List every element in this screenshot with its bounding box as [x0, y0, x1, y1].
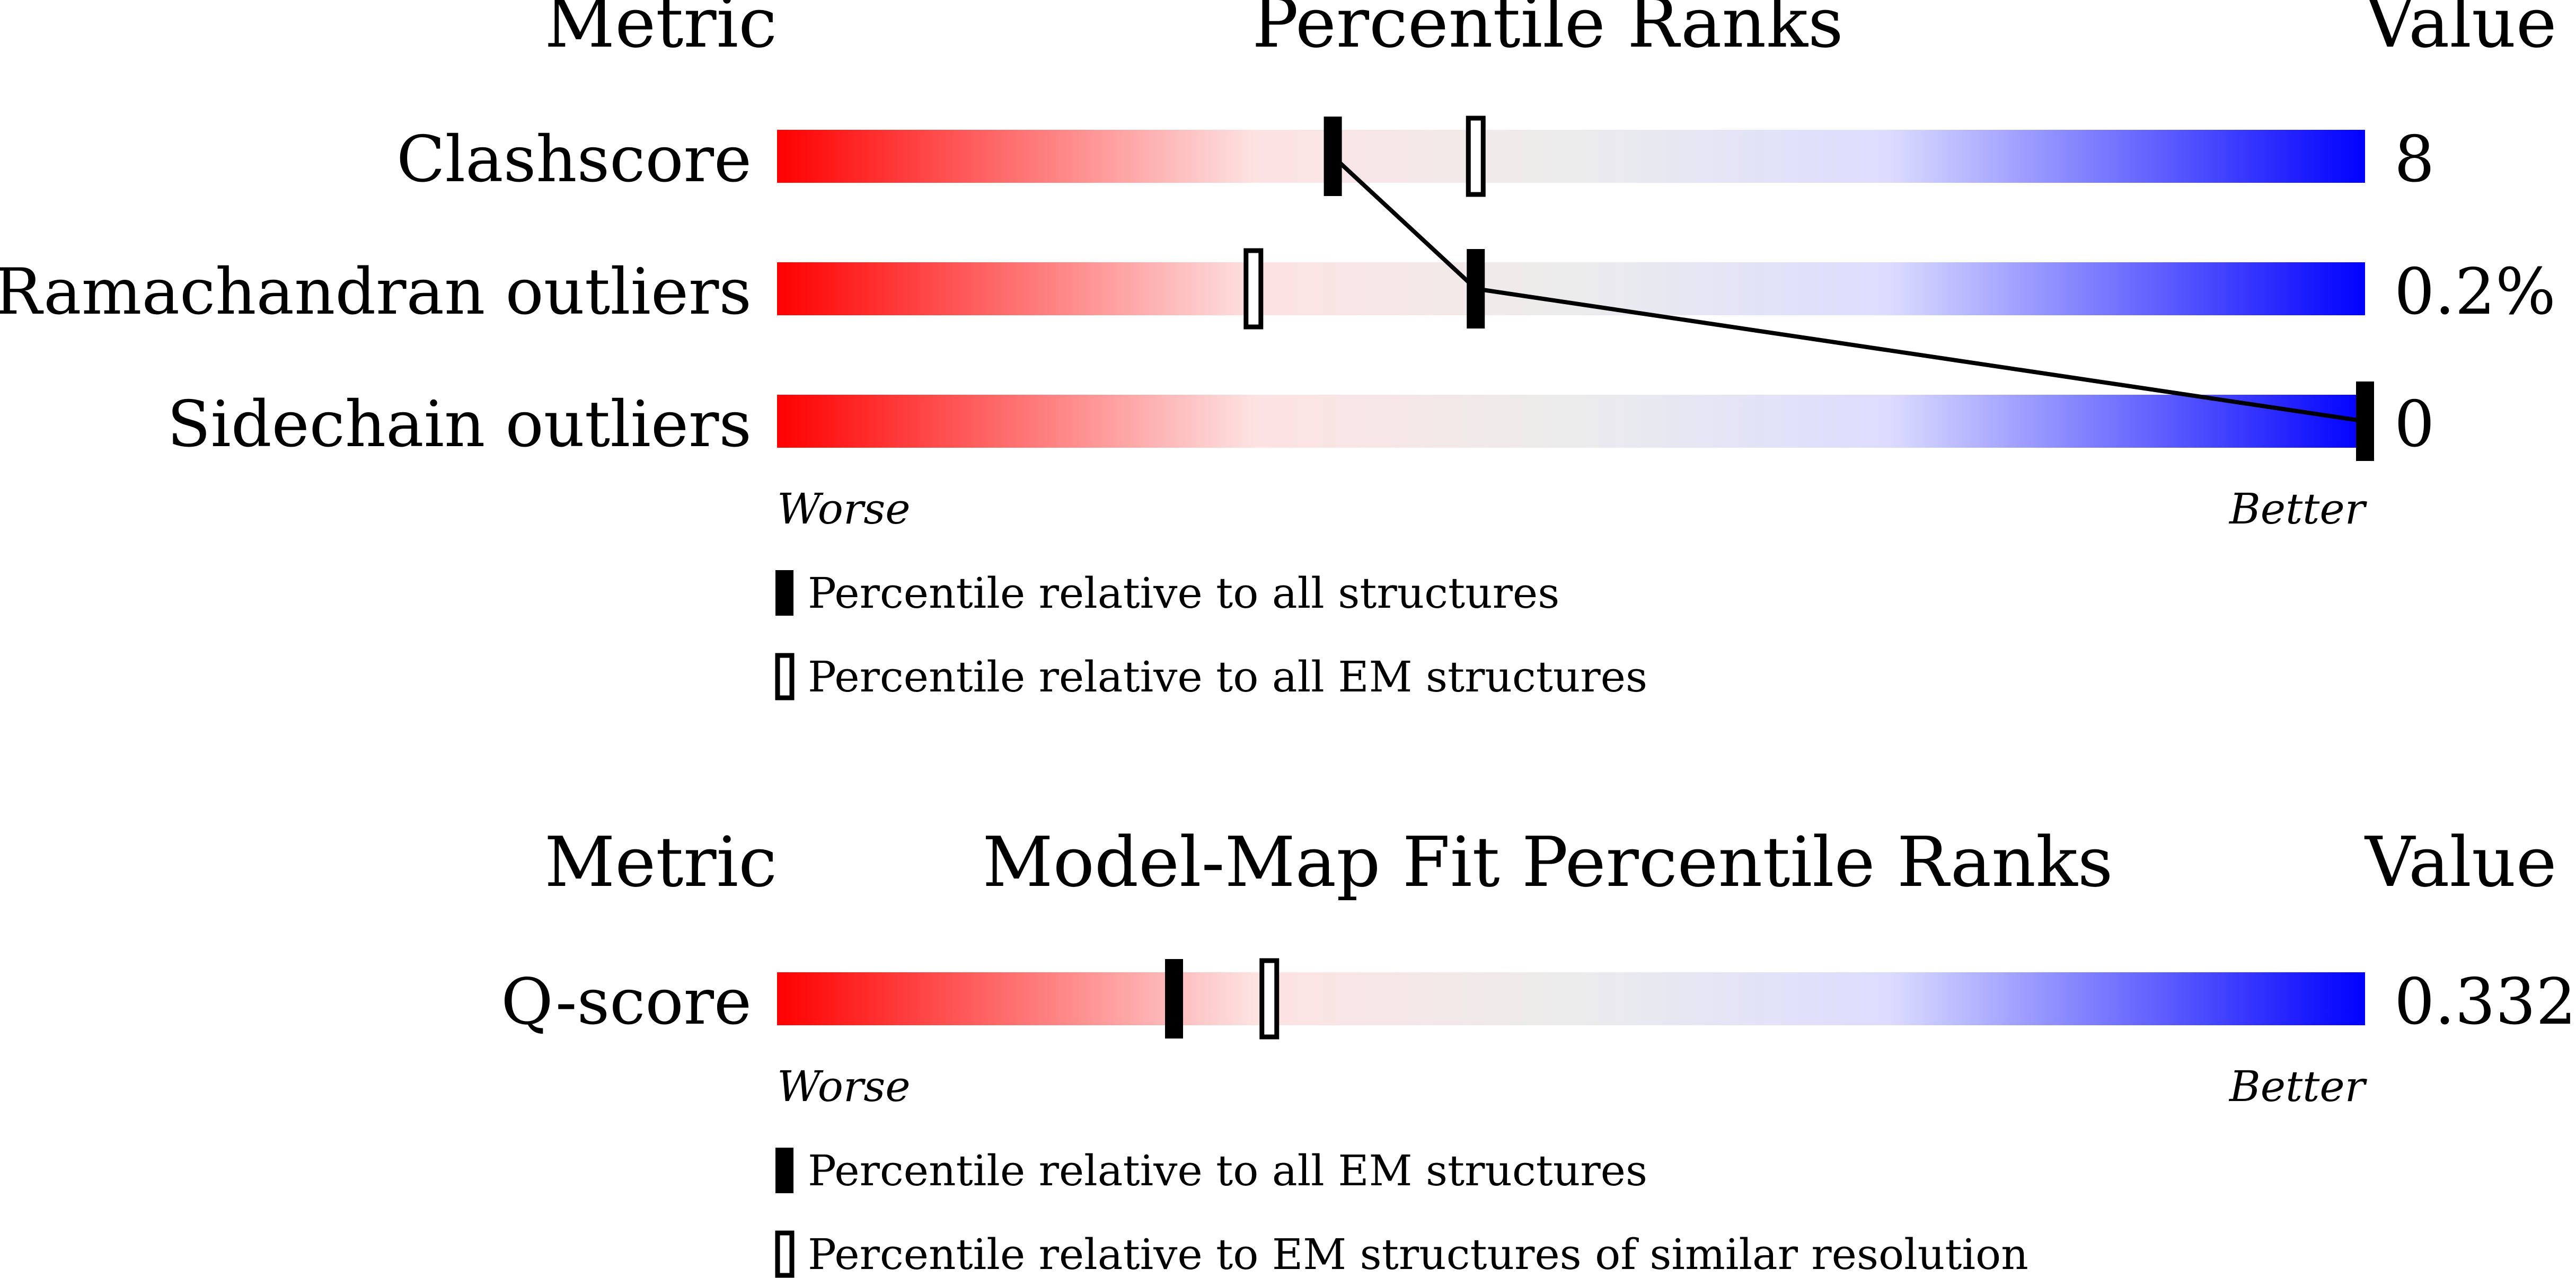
legend-open-label: Percentile relative to EM structures of … [808, 1230, 2028, 1278]
panel-model-map-fit: Metric Model-Map Fit Percentile Ranks Va… [501, 822, 2576, 1278]
percentile-marker-filled [2356, 381, 2374, 461]
percentile-marker-open [1466, 116, 1486, 197]
row-ramachandran: Ramachandran outliers 0.2% [0, 255, 2556, 329]
better-label: Better [2228, 484, 2368, 534]
row-label: Clashscore [396, 123, 752, 197]
legend-filled-label: Percentile relative to all EM structures [808, 1146, 1647, 1195]
metric-header: Metric [544, 0, 777, 63]
percentile-marker-open [1259, 958, 1280, 1040]
value-header: Value [2364, 822, 2557, 902]
legend-filled-label: Percentile relative to all structures [808, 569, 1559, 618]
worse-label: Worse [777, 484, 911, 534]
percentile-marker-filled [1165, 959, 1183, 1039]
row-label: Q-score [501, 965, 752, 1039]
row-value: 8 [2394, 123, 2434, 197]
panel-percentile-ranks: Metric Percentile Ranks Value Clashscore… [0, 0, 2557, 702]
legend-open-label: Percentile relative to all EM structures [808, 652, 1647, 702]
row-value: 0.332 [2394, 965, 2576, 1039]
chart-title: Percentile Ranks [1252, 0, 1843, 63]
legend-filled-marker [775, 570, 793, 616]
percentile-marker-filled [1467, 249, 1485, 329]
gradient-bar [777, 972, 2365, 1025]
worse-label: Worse [777, 1062, 911, 1111]
row-value: 0.2% [2394, 255, 2556, 329]
row-value: 0 [2394, 388, 2434, 462]
legend: Percentile relative to all structures Pe… [775, 569, 1647, 702]
percentile-marker-filled [1324, 117, 1342, 196]
legend-open-marker [775, 1230, 795, 1278]
row-clashscore: Clashscore 8 [396, 123, 2434, 197]
percentile-marker-open [1243, 248, 1264, 330]
legend-filled-marker [775, 1148, 793, 1193]
better-label: Better [2228, 1062, 2368, 1111]
row-label: Ramachandran outliers [0, 255, 752, 329]
legend: Percentile relative to all EM structures… [775, 1146, 2028, 1278]
markers [1165, 958, 1280, 1040]
chart-title: Model-Map Fit Percentile Ranks [983, 822, 2113, 902]
gradient-bar [777, 130, 2365, 183]
gradient-bar [777, 262, 2365, 315]
gradient-bar [777, 395, 2365, 448]
value-header: Value [2364, 0, 2557, 63]
metric-header: Metric [544, 822, 777, 902]
legend-open-marker [775, 653, 795, 700]
row-sidechain: Sidechain outliers 0 [167, 388, 2434, 462]
row-q-score: Q-score 0.332 [501, 965, 2576, 1039]
row-label: Sidechain outliers [167, 388, 752, 462]
markers [1243, 116, 2374, 461]
